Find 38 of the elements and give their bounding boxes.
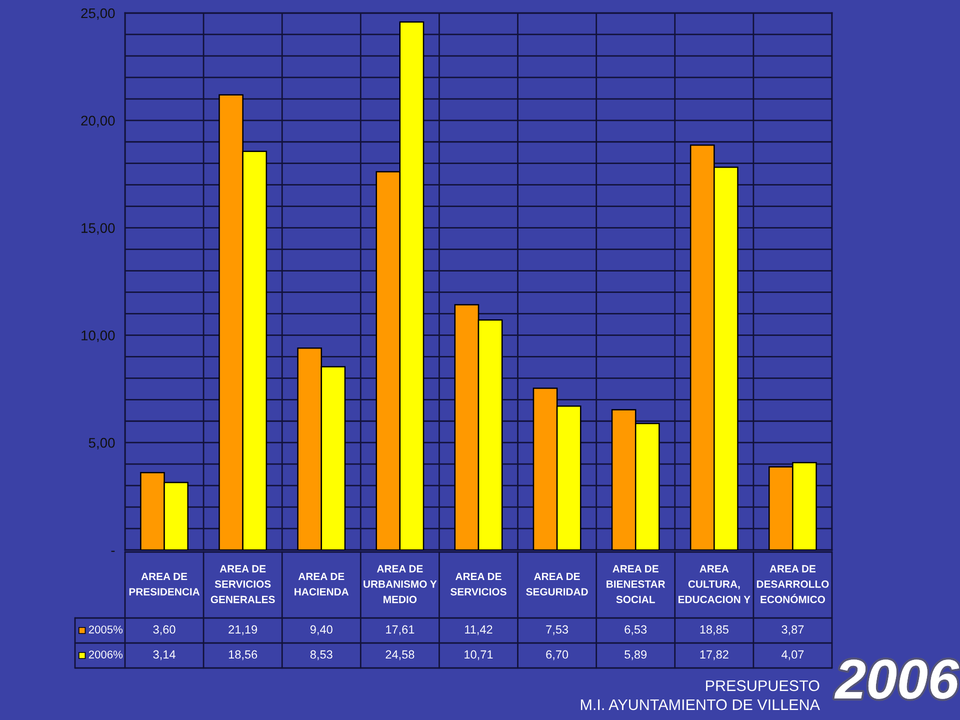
x-tick-label: AREA DE HACIENDA	[294, 572, 349, 596]
data-label: 7,53	[546, 625, 568, 636]
data-label: 17,61	[386, 625, 414, 636]
data-label: 3,87	[782, 625, 804, 636]
text: PRESUPUESTO	[706, 680, 820, 692]
data-label: 9,40	[310, 625, 332, 636]
data-label: 10,71	[464, 650, 493, 660]
x-tick-label: AREA DE BIENESTAR SOCIAL	[606, 565, 666, 604]
data-label: 17,82	[700, 650, 728, 660]
legend-label: 2006%	[88, 650, 123, 658]
x-tick-label: AREA DE URBANISMO Y MEDIO	[364, 565, 437, 604]
y-tick-label: 5,00	[88, 438, 115, 450]
data-label: 18,85	[700, 625, 728, 636]
y-tick-label: 25,00	[81, 8, 115, 20]
y-tick-label: 15,00	[82, 223, 115, 235]
data-label: 4,07	[782, 650, 804, 660]
data-label: 11,42	[465, 625, 492, 636]
text: 2006	[834, 660, 960, 699]
data-label: 6,70	[546, 650, 568, 660]
text: M.I. AYUNTAMIENTO DE VILLENA	[580, 699, 820, 710]
data-label: 6,53	[624, 625, 647, 636]
data-label: 3,14	[153, 650, 176, 660]
y-tick-label: 20,00	[81, 116, 115, 128]
data-label: 21,19	[228, 625, 258, 636]
x-tick-label: AREA DE SEGURIDAD	[526, 572, 588, 596]
data-label: 8,53	[310, 650, 332, 660]
data-label: 18,56	[228, 650, 258, 660]
x-tick-label: AREA DE SERVICIOS	[450, 572, 506, 596]
legend-label: 2005%	[88, 626, 123, 634]
data-label: 24,58	[386, 650, 414, 660]
y-tick-label: 10,00	[82, 330, 115, 342]
x-tick-label: AREA DE PRESIDENCIA	[129, 572, 200, 596]
y-tick-label: -	[111, 550, 115, 552]
x-tick-label: AREA DE SERVICIOS GENERALES	[210, 565, 275, 604]
x-tick-label: AREA CULTURA, EDUCACION Y	[678, 565, 750, 604]
data-label: 3,60	[153, 625, 176, 636]
x-tick-label: AREA DE DESARROLLO ECONÓMICO	[756, 565, 829, 604]
data-label: 5,89	[624, 650, 647, 660]
